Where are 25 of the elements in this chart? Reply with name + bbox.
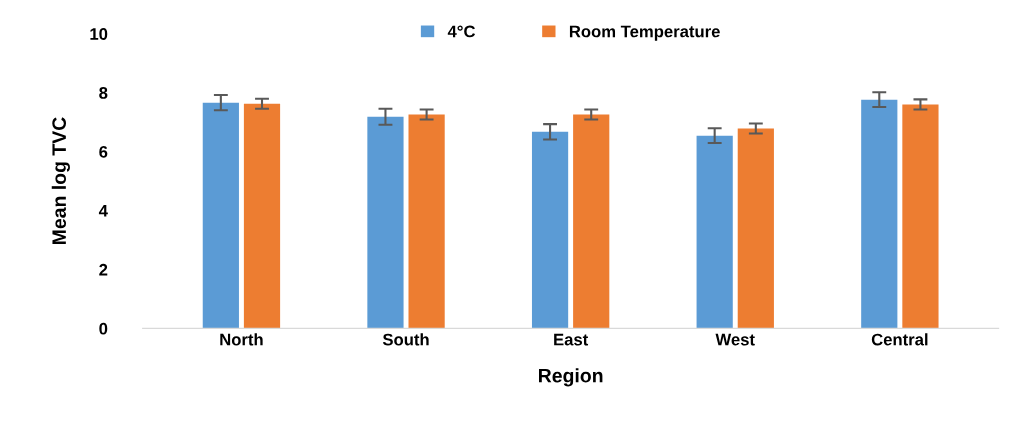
- bar: [902, 104, 939, 329]
- y-tick-label: 2: [99, 263, 108, 276]
- x-tick-label: North: [220, 333, 263, 346]
- x-tick-label: South: [382, 333, 429, 346]
- legend-label: 4°C: [447, 25, 476, 38]
- bar: [243, 103, 281, 329]
- bar: [531, 131, 569, 329]
- y-axis-title: Mean log TVC: [51, 117, 70, 244]
- bar: [367, 116, 404, 329]
- bar: [696, 135, 733, 329]
- bar: [202, 102, 239, 329]
- x-tick-label: East: [554, 333, 589, 346]
- y-tick-label: 8: [99, 87, 108, 99]
- x-tick-label: West: [715, 333, 755, 346]
- bar: [408, 114, 445, 329]
- legend-label: Room Temperature: [569, 25, 720, 41]
- x-tick-label: Central: [871, 333, 928, 346]
- bar: [573, 114, 610, 329]
- bar: [861, 99, 898, 329]
- y-tick-label: 0: [99, 322, 108, 335]
- bar: [737, 128, 774, 329]
- y-tick-label: 6: [99, 145, 108, 158]
- y-tick-label: 10: [90, 28, 108, 40]
- x-axis-title: Region: [539, 368, 603, 387]
- y-tick-label: 4: [98, 205, 108, 217]
